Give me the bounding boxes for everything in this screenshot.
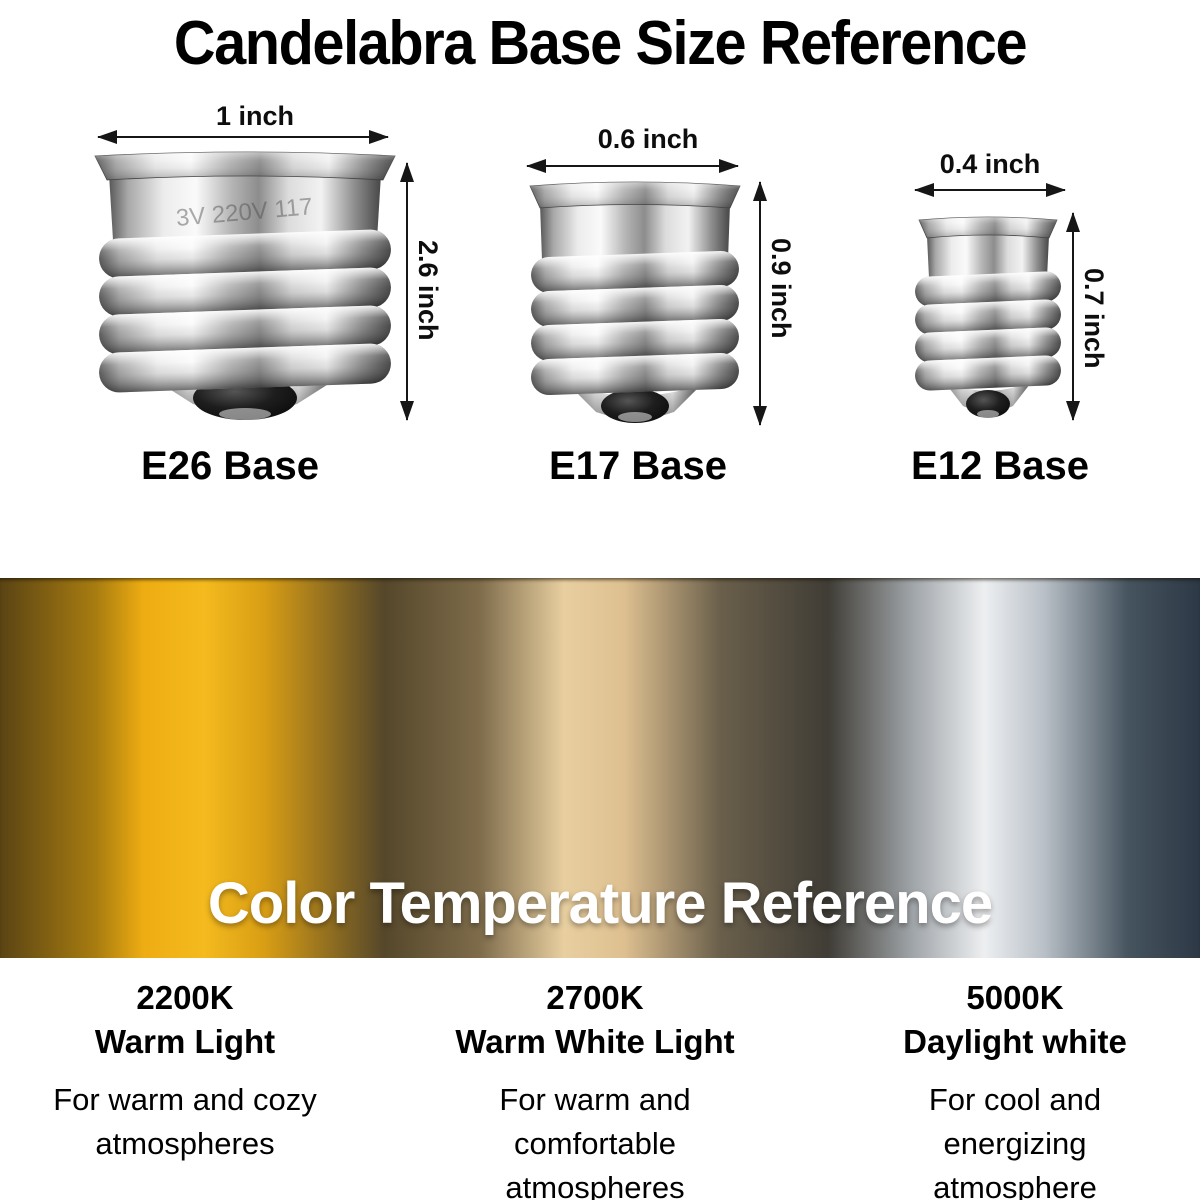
- temp-kelvin: 5000K: [966, 979, 1064, 1016]
- e26-width-label: 1 inch: [215, 101, 295, 131]
- e17-base-image: [529, 181, 741, 423]
- e12-height-arrow: [1066, 212, 1080, 421]
- temp-label: Warm Light: [94, 1023, 276, 1060]
- e17-body: [529, 181, 741, 423]
- e17-base-name: E17 Base: [549, 444, 727, 488]
- temp-column-2200k: 2200K Warm Light For warm and cozy atmos…: [10, 976, 360, 1166]
- temp-kelvin: 2200K: [136, 979, 234, 1016]
- e26-base-name: E26 Base: [141, 444, 319, 488]
- e17-height-arrow: [753, 181, 767, 426]
- e26-width-arrow: [97, 130, 389, 144]
- temp-column-2700k: 2700K Warm White Light For warm and comf…: [420, 976, 770, 1200]
- temp-description: For warm and comfortable atmospheres: [499, 1082, 691, 1200]
- color-temperature-title: Color Temperature Reference: [207, 871, 993, 936]
- page-title: Candelabra Base Size Reference: [173, 9, 1028, 78]
- e26-height-label: 2.6 inch: [413, 239, 443, 341]
- temp-description: For cool and energizing atmosphere: [928, 1082, 1102, 1200]
- e17-width-arrow: [526, 159, 739, 173]
- temp-column-5000k: 5000K Daylight white For cool and energi…: [840, 976, 1190, 1200]
- e12-height-label: 0.7 inch: [1079, 267, 1109, 369]
- temp-kelvin: 2700K: [546, 979, 644, 1016]
- temperature-columns: 2200K Warm Light For warm and cozy atmos…: [0, 958, 1200, 1200]
- e12-body: [915, 216, 1061, 418]
- color-temperature-band: Color Temperature Reference: [0, 578, 1200, 958]
- e17-height-label: 0.9 inch: [766, 237, 796, 339]
- e12-width-label: 0.4 inch: [939, 149, 1041, 179]
- temp-label: Daylight white: [903, 1023, 1127, 1060]
- temp-label: Warm White Light: [455, 1023, 735, 1060]
- e26-body: 3V 220V 117: [94, 151, 396, 420]
- e17-contact-tip: [601, 389, 669, 423]
- e17-width-label: 0.6 inch: [597, 124, 699, 154]
- e12-base-name: E12 Base: [911, 444, 1089, 488]
- e26-height-arrow: [400, 162, 414, 421]
- e12-base-image: [915, 216, 1061, 418]
- e12-contact-tip: [966, 390, 1010, 418]
- e12-width-arrow: [914, 183, 1066, 197]
- temp-description: For warm and cozy atmospheres: [53, 1082, 317, 1161]
- e26-base-image: 3V 220V 117: [94, 151, 396, 420]
